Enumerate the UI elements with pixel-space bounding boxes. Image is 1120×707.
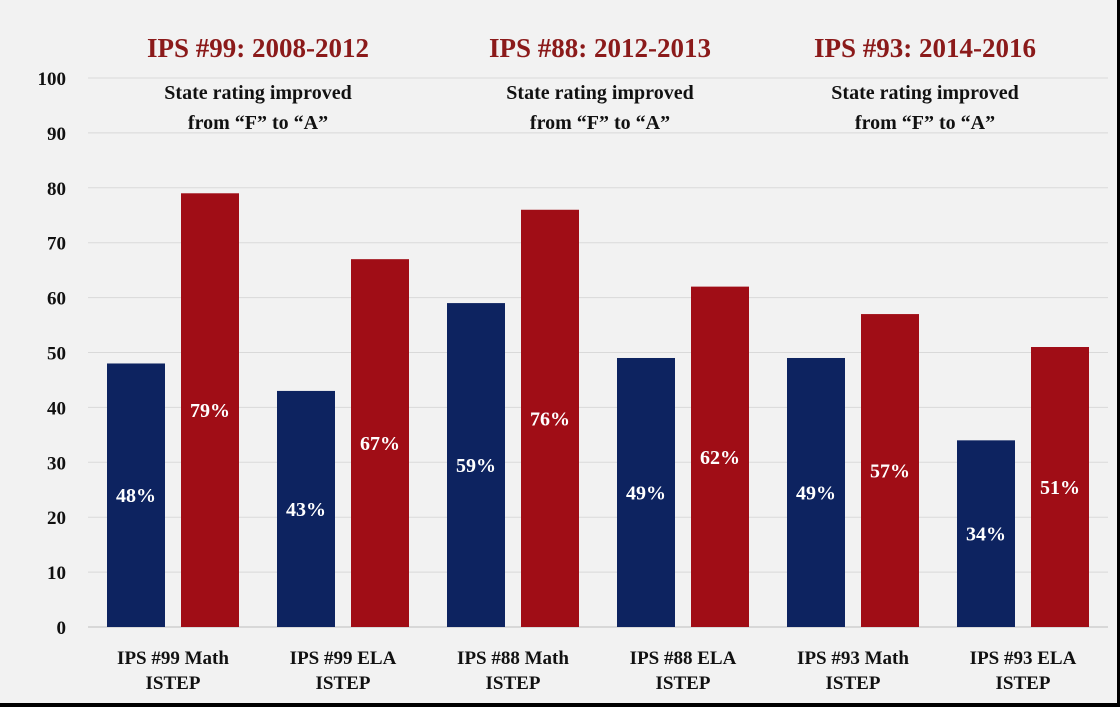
category-label: IPS #88 ELA: [630, 648, 737, 669]
data-label: 59%: [456, 455, 496, 477]
y-tick-label: 100: [38, 69, 67, 90]
category-label: IPS #99 ELA: [290, 648, 397, 669]
data-label: 67%: [360, 433, 400, 455]
bar: [351, 259, 409, 627]
y-tick-label: 80: [47, 179, 66, 200]
bars: [107, 193, 1089, 628]
period-note: from “F” to “A”: [530, 112, 670, 134]
bar: [787, 357, 845, 627]
category-label: IPS #88 Math: [457, 648, 569, 669]
period-annotations: IPS #99: 2008-2012 State rating improved f…: [147, 33, 1036, 134]
category-labels: IPS #99 Math ISTEP IPS #99 ELA ISTEP IPS #88…: [117, 648, 1077, 694]
data-label: 79%: [190, 400, 230, 422]
data-label: 43%: [286, 499, 326, 521]
data-label: 49%: [796, 482, 836, 504]
period-note: from “F” to “A”: [855, 112, 995, 134]
y-tick-label: 30: [47, 453, 66, 474]
y-tick-label: 20: [47, 508, 66, 529]
period-note: from “F” to “A”: [188, 112, 328, 134]
y-tick-label: 10: [47, 563, 66, 584]
data-label: 76%: [530, 408, 570, 430]
data-label: 62%: [700, 447, 740, 469]
y-axis-ticks: 0 10 20 30 40 50 60 70 80 90 100: [38, 69, 67, 639]
category-label: IPS #93 Math: [797, 648, 909, 669]
category-label: IPS #93 ELA: [970, 648, 1077, 669]
bar: [617, 357, 675, 627]
y-tick-label: 90: [47, 124, 66, 145]
period-title: IPS #99: 2008-2012: [147, 33, 369, 63]
data-label: 51%: [1040, 477, 1080, 499]
period-title: IPS #93: 2014-2016: [814, 33, 1036, 63]
bar: [447, 303, 505, 627]
period-note: State rating improved: [164, 82, 351, 104]
category-label: ISTEP: [656, 673, 711, 694]
category-label: ISTEP: [316, 673, 371, 694]
data-label: 34%: [966, 524, 1006, 546]
category-label: ISTEP: [826, 673, 881, 694]
data-labels: 48% 79% 43% 67% 59% 76% 49% 62% 49% 57% 34% 51%: [116, 400, 1080, 546]
bar: [277, 390, 335, 627]
y-tick-label: 50: [47, 344, 66, 365]
bar: [691, 286, 749, 627]
y-tick-label: 40: [47, 398, 66, 419]
bar: [181, 193, 239, 628]
y-tick-label: 0: [57, 618, 67, 639]
period-title: IPS #88: 2012-2013: [489, 33, 711, 63]
data-label: 57%: [870, 461, 910, 483]
bar: [521, 209, 579, 627]
category-label: ISTEP: [146, 673, 201, 694]
y-tick-label: 60: [47, 289, 66, 310]
bar: [957, 440, 1015, 627]
data-label: 48%: [116, 485, 156, 507]
data-label: 49%: [626, 482, 666, 504]
y-tick-label: 70: [47, 234, 66, 255]
bar: [861, 314, 919, 627]
period-note: State rating improved: [506, 82, 693, 104]
category-label: ISTEP: [486, 673, 541, 694]
bar: [1031, 347, 1089, 627]
period-note: State rating improved: [831, 82, 1018, 104]
category-label: ISTEP: [996, 673, 1051, 694]
bar: [107, 363, 165, 627]
gridlines: [88, 77, 1108, 628]
category-label: IPS #99 Math: [117, 648, 229, 669]
